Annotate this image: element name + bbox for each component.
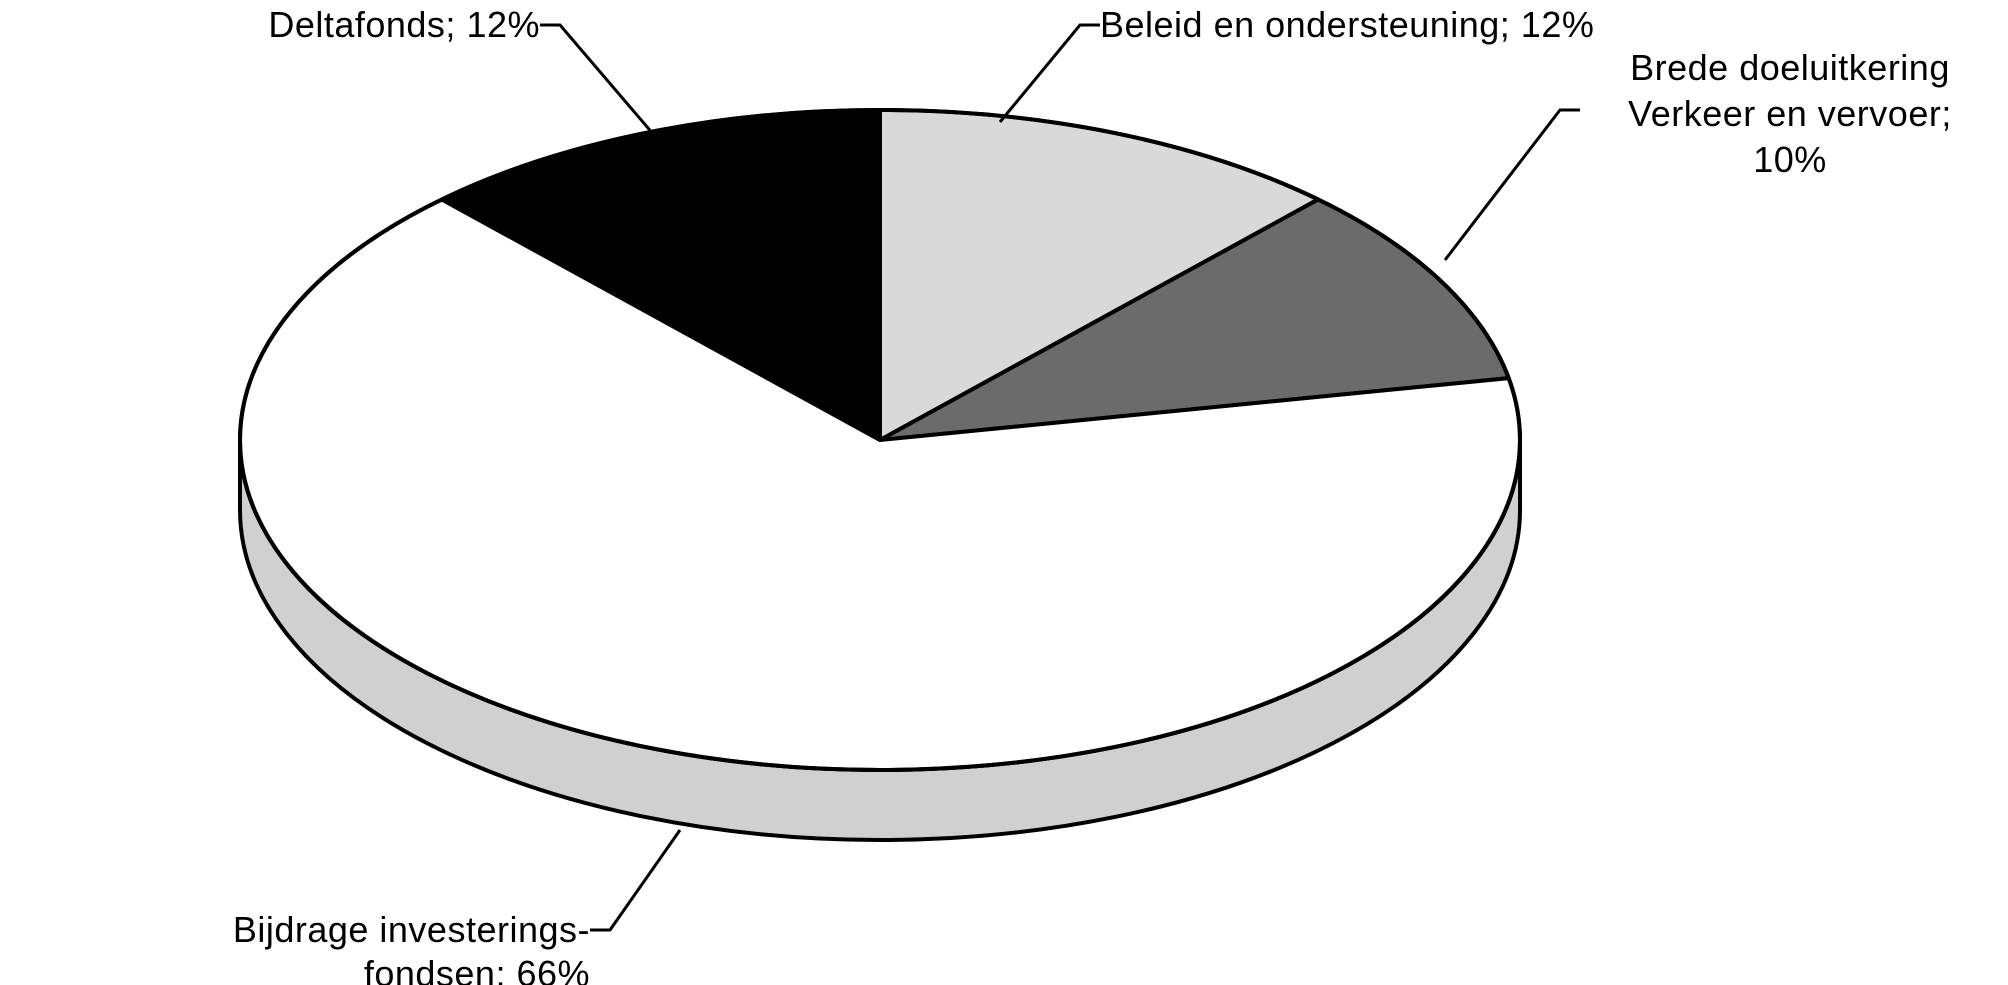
label-brede-doeluitkering-2: Verkeer en vervoer; [1628, 93, 1952, 134]
leader-bijdrage [590, 830, 680, 930]
leader-delta [540, 25, 660, 142]
pie-chart: Deltafonds; 12% Beleid en ondersteuning;… [0, 0, 2008, 985]
label-bijdrage-2: fondsen; 66% [364, 953, 590, 985]
label-deltafonds: Deltafonds; 12% [268, 4, 540, 45]
label-bijdrage-1: Bijdrage investerings- [233, 909, 590, 950]
label-brede-doeluitkering-3: 10% [1753, 139, 1827, 180]
leader-beleid [1000, 25, 1100, 122]
pie-slices [240, 110, 1520, 770]
leader-brede [1445, 110, 1580, 260]
label-beleid-ondersteuning: Beleid en ondersteuning; 12% [1100, 4, 1594, 45]
label-brede-doeluitkering-1: Brede doeluitkering [1630, 47, 1950, 88]
